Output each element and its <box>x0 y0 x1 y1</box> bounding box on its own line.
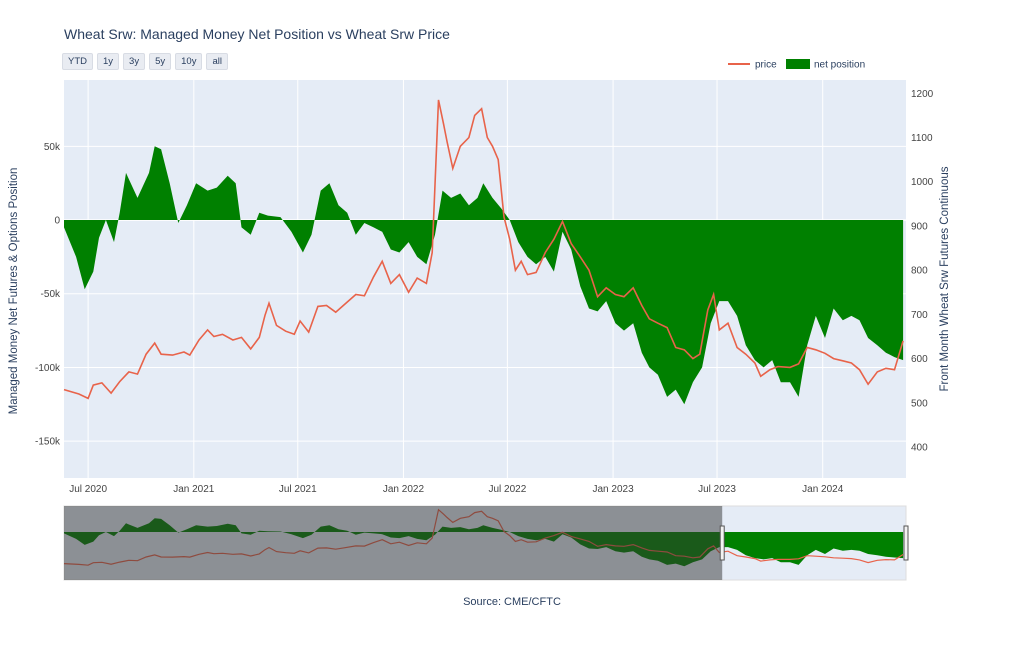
y-right-tick-label: 1200 <box>911 89 934 100</box>
range-button-1y[interactable]: 1y <box>97 53 120 70</box>
x-tick-label: Jul 2021 <box>279 484 317 495</box>
y-right-tick-label: 400 <box>911 443 928 454</box>
y-right-axis-title: Front Month Wheat Srw Futures Continuous <box>939 166 951 391</box>
range-selector: YTD 1y 3y 5y 10y all <box>62 53 228 70</box>
x-tick-label: Jan 2024 <box>802 484 844 495</box>
range-slider[interactable] <box>63 505 909 581</box>
y-left-tick-label: 50k <box>44 142 61 153</box>
range-slider-mask <box>64 506 723 580</box>
y-left-tick-label: -150k <box>35 437 61 448</box>
range-button-all[interactable]: all <box>206 53 228 70</box>
source-note: Source: CME/CFTC <box>463 596 561 608</box>
x-tick-label: Jan 2022 <box>383 484 425 495</box>
range-button-10y[interactable]: 10y <box>175 53 203 70</box>
x-tick-label: Jul 2022 <box>488 484 526 495</box>
y-left-tick-label: -50k <box>41 289 61 300</box>
x-tick-label: Jan 2021 <box>173 484 215 495</box>
price-line <box>63 99 904 400</box>
legend-net-position-swatch <box>786 59 810 69</box>
range-button-5y[interactable]: 5y <box>149 53 172 70</box>
y-left-tick-label: 0 <box>54 216 60 227</box>
y-left-tick-label: -100k <box>35 363 61 374</box>
y-right-tick-label: 800 <box>911 266 928 277</box>
range-button-3y[interactable]: 3y <box>123 53 146 70</box>
y-right-tick-label: 1000 <box>911 177 934 188</box>
y-right-tick-label: 600 <box>911 354 928 365</box>
y-right-tick-label: 500 <box>911 398 928 409</box>
range-slider-handle-right[interactable] <box>903 525 909 561</box>
y-right-tick-label: 700 <box>911 310 928 321</box>
range-button-ytd[interactable]: YTD <box>62 53 93 70</box>
chart-title: Wheat Srw: Managed Money Net Position vs… <box>64 26 450 42</box>
y-left-axis-title: Managed Money Net Futures & Options Posi… <box>8 168 20 415</box>
range-slider-handle-left[interactable] <box>719 525 725 561</box>
y-right-tick-label: 900 <box>911 221 928 232</box>
net-position-area <box>64 146 904 405</box>
x-tick-label: Jan 2023 <box>593 484 635 495</box>
x-tick-label: Jul 2020 <box>69 484 107 495</box>
x-tick-label: Jul 2023 <box>698 484 736 495</box>
legend-price-label: price <box>755 60 777 71</box>
y-right-tick-label: 1100 <box>911 133 933 144</box>
legend-net-position-label: net position <box>814 60 865 71</box>
